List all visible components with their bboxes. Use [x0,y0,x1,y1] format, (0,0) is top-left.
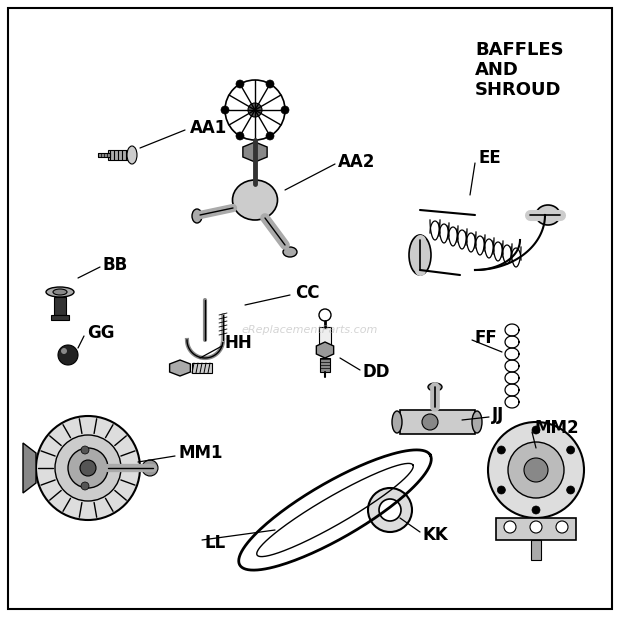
Bar [400,410,475,434]
Text: FF: FF [475,329,498,347]
Circle shape [504,521,516,533]
Circle shape [81,446,89,454]
Ellipse shape [232,180,278,220]
Text: BAFFLES: BAFFLES [475,41,564,59]
Circle shape [281,106,289,114]
Bar [192,363,212,373]
Circle shape [567,486,575,494]
Circle shape [530,521,542,533]
Ellipse shape [428,383,442,391]
Circle shape [236,132,244,140]
Circle shape [524,458,548,482]
Text: LL: LL [205,534,226,552]
Text: AND: AND [475,61,519,79]
Text: AA1: AA1 [190,119,228,137]
Circle shape [58,345,78,365]
Circle shape [532,426,540,434]
Circle shape [55,435,121,501]
Circle shape [497,486,505,494]
Polygon shape [23,443,36,493]
Ellipse shape [283,247,297,257]
Circle shape [379,499,401,521]
Ellipse shape [192,209,202,223]
Text: KK: KK [423,526,449,544]
Circle shape [266,132,274,140]
Text: HH: HH [225,334,253,352]
Circle shape [68,448,108,488]
Ellipse shape [53,289,67,295]
Circle shape [532,506,540,514]
Polygon shape [243,142,267,162]
Circle shape [248,103,262,117]
Ellipse shape [46,287,74,297]
Bar [320,358,330,372]
Circle shape [266,80,274,88]
Circle shape [497,446,505,454]
Bar [531,540,541,560]
Circle shape [488,422,584,518]
Text: CC: CC [295,284,319,302]
Text: eReplacementParts.com: eReplacementParts.com [242,325,378,335]
Circle shape [81,482,89,490]
Text: EE: EE [478,149,501,167]
Bar [496,518,576,540]
Text: GG: GG [87,324,115,342]
Text: MM1: MM1 [178,444,223,462]
Circle shape [61,348,67,354]
Bar [54,297,66,315]
Circle shape [36,416,140,520]
Ellipse shape [472,411,482,433]
Circle shape [556,521,568,533]
Ellipse shape [409,235,431,275]
Text: MM2: MM2 [535,419,580,437]
Circle shape [142,460,158,476]
Bar [51,315,69,320]
Bar [108,150,130,160]
Text: JJ: JJ [492,406,504,424]
Text: DD: DD [362,363,389,381]
Polygon shape [316,342,334,358]
Text: SHROUD: SHROUD [475,81,562,99]
Ellipse shape [127,146,137,164]
Circle shape [236,80,244,88]
Bar [319,327,331,347]
Text: BB: BB [103,256,128,274]
Circle shape [221,106,229,114]
Ellipse shape [392,411,402,433]
Circle shape [368,488,412,532]
Circle shape [567,446,575,454]
Text: AA2: AA2 [338,153,375,171]
Circle shape [80,460,96,476]
Circle shape [508,442,564,498]
Bar [98,153,110,157]
Ellipse shape [536,205,560,225]
Polygon shape [170,360,190,376]
Circle shape [422,414,438,430]
